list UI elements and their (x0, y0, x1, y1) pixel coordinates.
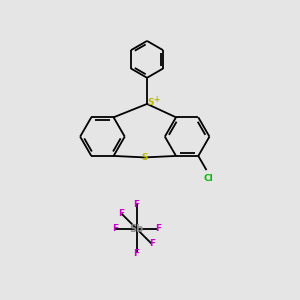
Text: Cl: Cl (203, 174, 213, 183)
Text: F: F (112, 224, 118, 233)
Text: F: F (134, 200, 140, 209)
Text: S: S (148, 98, 154, 107)
Text: F: F (149, 239, 155, 248)
Text: S: S (142, 153, 148, 162)
Text: F: F (155, 224, 161, 233)
Text: F: F (134, 249, 140, 258)
Text: Sb: Sb (130, 224, 144, 234)
Text: F: F (118, 209, 124, 218)
Text: +: + (154, 95, 160, 104)
